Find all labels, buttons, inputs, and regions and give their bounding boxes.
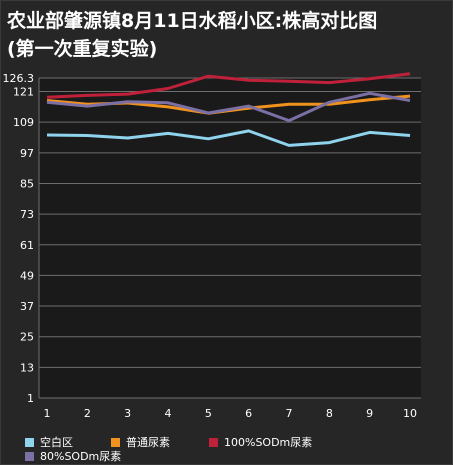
legend-label: 100%SODm尿素	[224, 436, 313, 449]
plot-area	[39, 78, 421, 398]
chart-title-line2: (第一次重复实验)	[7, 38, 158, 60]
chart-title: 农业部肇源镇8月11日水稻小区:株高对比图 (第一次重复实验)	[7, 7, 447, 63]
chart-legend: 空白区 普通尿素 100%SODm尿素 80%SODm尿素	[19, 431, 439, 465]
y-tick-label: 37	[20, 300, 34, 313]
legend-swatch	[25, 437, 34, 447]
x-tick-label: 9	[366, 407, 373, 420]
y-tick-label: 1	[27, 392, 34, 405]
chart-title-line1: 农业部肇源镇8月11日水稻小区:株高对比图	[7, 10, 378, 32]
series-lines	[46, 72, 411, 147]
x-axis-ticks: 1 2 3 4 5 6 7 8 9 10	[44, 407, 418, 420]
legend-item: 100%SODm尿素	[209, 434, 312, 450]
y-tick-label: 97	[20, 147, 34, 160]
legend-swatch	[25, 451, 34, 461]
x-tick-label: 5	[205, 407, 212, 420]
legend-item: 空白区	[25, 434, 73, 450]
series-line-0	[46, 129, 411, 147]
x-tick-label: 1	[44, 407, 51, 420]
series-line-3	[46, 91, 411, 123]
x-tick-label: 8	[326, 407, 333, 420]
legend-label: 空白区	[40, 436, 73, 449]
y-tick-label: 85	[20, 177, 34, 190]
legend-swatch	[209, 437, 218, 447]
y-tick-label: 25	[20, 331, 34, 344]
x-tick-label: 7	[286, 407, 293, 420]
y-tick-label: 13	[20, 361, 34, 374]
series-line-2	[46, 72, 411, 99]
x-tick-label: 4	[165, 407, 172, 420]
x-tick-label: 3	[124, 407, 131, 420]
legend-label: 普通尿素	[126, 436, 170, 449]
legend-label: 80%SODm尿素	[40, 450, 122, 463]
grid-lines	[38, 77, 421, 399]
y-tick-label: 61	[20, 239, 34, 252]
legend-item: 80%SODm尿素	[25, 448, 121, 464]
x-tick-label: 10	[403, 407, 417, 420]
x-tick-label: 2	[84, 407, 91, 420]
legend-swatch	[111, 437, 120, 447]
y-tick-label: 73	[20, 208, 34, 221]
y-tick-label: 121	[13, 86, 34, 99]
y-tick-label: 126.3	[3, 72, 35, 85]
y-tick-label: 49	[20, 269, 34, 282]
x-tick-label: 6	[245, 407, 252, 420]
legend-item: 普通尿素	[111, 434, 170, 450]
y-tick-label: 109	[13, 116, 34, 129]
